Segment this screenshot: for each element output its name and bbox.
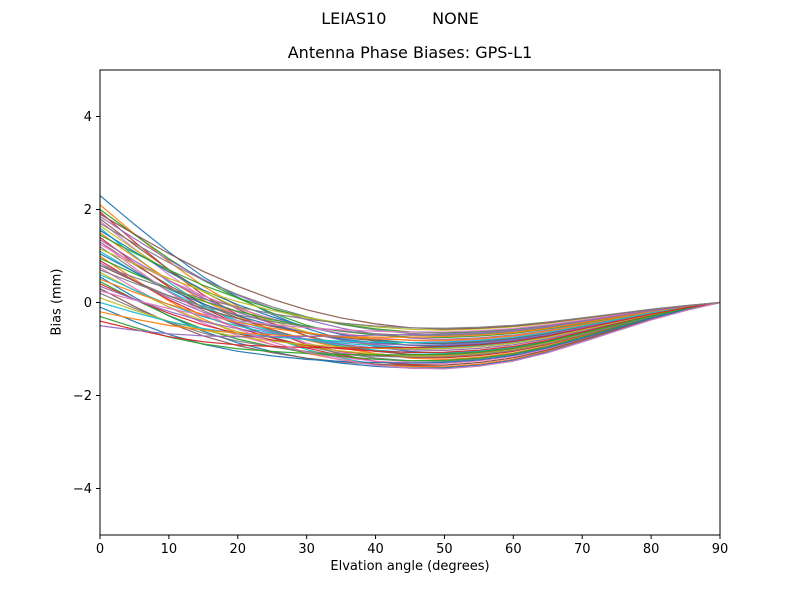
series-line xyxy=(100,290,720,333)
y-tick-label: 4 xyxy=(84,110,92,125)
y-tick-label: −4 xyxy=(73,482,92,497)
x-axis-label: Elvation angle (degrees) xyxy=(330,559,490,574)
y-tick-label: 0 xyxy=(84,296,92,311)
x-tick-label: 80 xyxy=(643,542,660,557)
series-line xyxy=(100,285,720,346)
series-line xyxy=(100,246,720,363)
x-tick-label: 0 xyxy=(96,542,104,557)
y-tick-label: 2 xyxy=(84,203,92,218)
series-line xyxy=(100,301,720,338)
series-line xyxy=(100,264,720,329)
x-tick-label: 50 xyxy=(436,542,453,557)
x-tick-label: 20 xyxy=(230,542,247,557)
x-tick-label: 10 xyxy=(161,542,178,557)
chart-title: Antenna Phase Biases: GPS-L1 xyxy=(287,43,533,62)
series-line xyxy=(100,301,720,338)
figure-suptitle: LEIAS10 NONE xyxy=(321,9,479,28)
series-line xyxy=(100,232,720,359)
x-tick-label: 70 xyxy=(574,542,591,557)
y-axis-label: Bias (mm) xyxy=(49,268,65,336)
series-line xyxy=(100,301,720,356)
y-tick-label: −2 xyxy=(73,389,92,404)
series-line xyxy=(100,278,720,341)
series-line xyxy=(100,301,720,349)
series-line xyxy=(100,236,720,366)
series-line xyxy=(100,292,720,358)
series-group xyxy=(100,195,720,370)
x-tick-label: 60 xyxy=(505,542,522,557)
series-line xyxy=(100,241,720,370)
x-tick-label: 90 xyxy=(712,542,729,557)
series-line xyxy=(100,283,720,353)
series-line xyxy=(100,211,720,368)
x-tick-label: 40 xyxy=(367,542,384,557)
series-line xyxy=(100,301,720,344)
x-tick-label: 30 xyxy=(298,542,315,557)
